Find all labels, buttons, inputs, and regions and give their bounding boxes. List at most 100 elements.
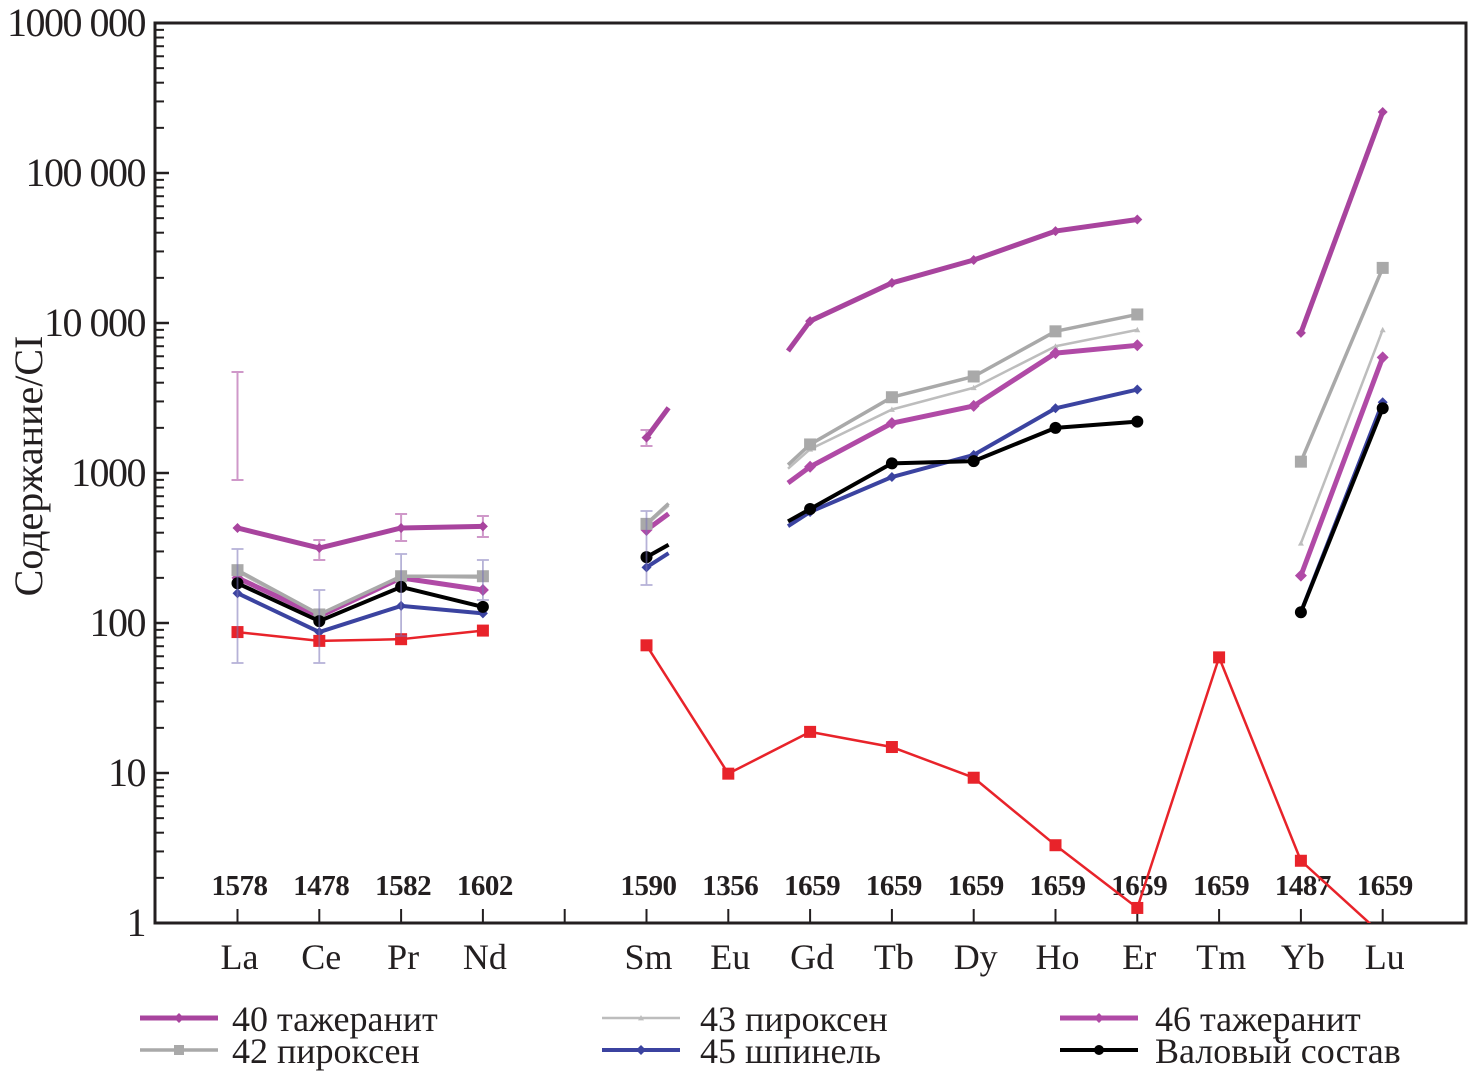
data-point [967, 399, 980, 412]
series-unlabeled-red [231, 624, 1372, 923]
data-point [1049, 347, 1062, 360]
analysis-count-label: 1590 [621, 870, 677, 902]
legend-label: 42 пироксен [232, 1031, 420, 1071]
series-line [786, 319, 813, 353]
x-tick-label: Yb [1281, 937, 1325, 977]
analysis-count-label: 1659 [1193, 870, 1249, 902]
series-45-шпинель [232, 384, 1388, 638]
data-point [885, 391, 898, 404]
series-line [1299, 329, 1384, 544]
series-line [786, 510, 812, 528]
legend-item: 42 пироксен [140, 1031, 420, 1071]
series-line [237, 629, 484, 643]
series-line [645, 551, 670, 570]
series-40-тажеранит [232, 107, 1388, 554]
data-point [1050, 226, 1061, 237]
data-point [1049, 325, 1062, 338]
x-tick-label: Tb [874, 937, 914, 977]
y-tick-label: 10 [108, 750, 146, 795]
series-line [1298, 111, 1386, 334]
data-point [885, 457, 898, 470]
analysis-count-label: 1356 [702, 870, 758, 902]
legend-marker [638, 1015, 644, 1021]
data-point [967, 771, 980, 784]
data-point [1052, 343, 1059, 349]
data-point [968, 255, 979, 266]
data-point [1131, 339, 1144, 352]
data-point [1131, 901, 1144, 914]
analysis-count-label: 1487 [1275, 870, 1331, 902]
data-point [804, 438, 817, 451]
data-point [885, 741, 898, 754]
data-point [640, 639, 653, 652]
analysis-count-label: 1602 [457, 870, 513, 902]
legend-label: 43 пироксен [700, 999, 888, 1039]
x-tick-label: La [221, 937, 259, 977]
legend-item: 40 тажеранит [140, 999, 438, 1039]
y-tick-label: 1000 [71, 450, 146, 495]
data-point [1132, 384, 1143, 395]
data-point [1376, 351, 1389, 364]
data-point [1377, 107, 1388, 118]
legend-marker [1094, 1013, 1104, 1023]
x-tick-label: Eu [710, 937, 750, 977]
data-point [1134, 326, 1141, 333]
legend-label: 45 шпинель [700, 1031, 881, 1071]
data-point [1376, 261, 1389, 274]
data-point [804, 503, 817, 516]
x-tick-label: Nd [463, 937, 507, 977]
data-point [804, 725, 817, 738]
plot-frame [153, 21, 1468, 925]
x-tick-label: Lu [1365, 937, 1405, 977]
legend-item: 46 тажеранит [1060, 999, 1361, 1039]
series-line [236, 568, 483, 617]
series-line [786, 464, 812, 486]
data-point [970, 384, 977, 391]
data-point [1049, 839, 1062, 852]
analysis-count-label: 1659 [1030, 870, 1086, 902]
analysis-count-label: 1659 [1111, 870, 1167, 902]
data-point [1295, 327, 1306, 338]
data-point [886, 277, 897, 288]
series-layer [231, 107, 1389, 923]
x-tick-label: Er [1122, 937, 1156, 977]
data-point [1294, 455, 1307, 468]
y-axis-label: Содержание/CI [6, 336, 51, 597]
data-point [476, 624, 489, 637]
legend-marker [174, 1013, 184, 1023]
data-point [1131, 308, 1144, 321]
legend-item: Валовый состав [1060, 1031, 1401, 1071]
data-point [1297, 540, 1304, 546]
y-tick-label: 100 000 [26, 150, 146, 195]
data-point [1294, 854, 1307, 867]
series-line [645, 644, 1372, 923]
x-tick-label: Tm [1196, 937, 1246, 977]
data-point [1376, 402, 1389, 415]
series-line [1299, 407, 1385, 613]
x-axis-ticks: La 1578 Ce 1478 Pr 1582 Nd 1602 Sm 1590 Eu 1356 Gd 16… [212, 870, 1414, 977]
series-line [236, 591, 484, 635]
y-tick-label: 1000 000 [7, 0, 146, 45]
y-axis-ticks: 1000 000 100 000 10 000 1000 100 10 1 [7, 0, 169, 945]
data-point [886, 472, 897, 483]
data-point [722, 767, 735, 780]
series-line [236, 523, 483, 551]
legend-label: 40 тажеранит [232, 999, 438, 1039]
series-line [1298, 356, 1386, 577]
analysis-count-label: 1478 [293, 870, 349, 902]
legend-item: 45 шпинель [602, 1031, 881, 1071]
data-point [1131, 415, 1144, 428]
data-point [1294, 569, 1307, 582]
series-line [644, 406, 671, 440]
y-tick-label: 100 [90, 600, 146, 645]
series-line [809, 216, 1138, 324]
x-tick-label: Pr [387, 937, 419, 977]
axes [153, 21, 1468, 925]
y-tick-label: 1 [127, 900, 146, 945]
error-bars [231, 371, 653, 664]
data-point [1294, 606, 1307, 619]
y-tick-label: 10 000 [44, 300, 146, 345]
legend-marker [636, 1045, 646, 1055]
analysis-count-label: 1659 [948, 870, 1004, 902]
legend-label: Валовый состав [1155, 1031, 1401, 1071]
